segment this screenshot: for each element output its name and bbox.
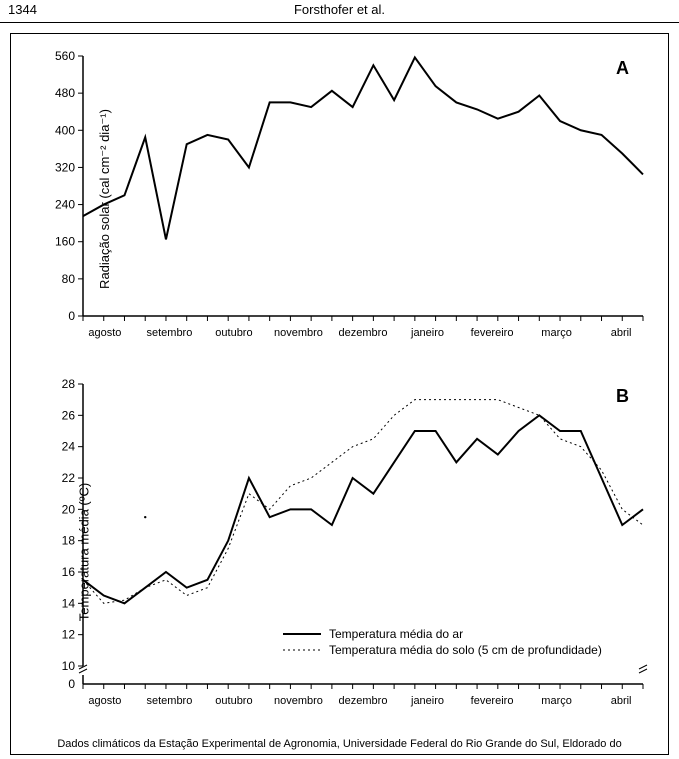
chart-a-ylabel: Radiação solar (cal cm⁻² dia⁻¹) [97, 109, 113, 289]
figure-caption: Dados climáticos da Estação Experimental… [37, 738, 642, 750]
svg-text:janeiro: janeiro [410, 327, 444, 339]
svg-text:fevereiro: fevereiro [471, 327, 514, 339]
svg-text:10: 10 [62, 659, 76, 673]
svg-text:abril: abril [611, 695, 632, 707]
svg-text:abril: abril [611, 327, 632, 339]
svg-text:240: 240 [55, 198, 75, 212]
svg-text:12: 12 [62, 628, 76, 642]
svg-text:24: 24 [62, 440, 76, 454]
svg-text:fevereiro: fevereiro [471, 695, 514, 707]
svg-text:160: 160 [55, 235, 75, 249]
svg-text:A: A [616, 58, 629, 78]
svg-text:B: B [616, 386, 629, 406]
svg-text:setembro: setembro [146, 695, 192, 707]
svg-text:560: 560 [55, 49, 75, 63]
svg-text:14: 14 [62, 596, 76, 610]
svg-text:0: 0 [68, 309, 75, 323]
svg-text:agosto: agosto [88, 695, 121, 707]
svg-text:80: 80 [62, 272, 76, 286]
svg-text:outubro: outubro [215, 327, 252, 339]
svg-text:320: 320 [55, 160, 75, 174]
svg-text:novembro: novembro [274, 695, 323, 707]
running-head: Forsthofer et al. [294, 2, 385, 17]
chart-a-svg: 0 80 160 240 320 400 480 560 agosto setembro outub… [21, 44, 661, 354]
svg-text:outubro: outubro [215, 695, 252, 707]
svg-text:18: 18 [62, 534, 76, 548]
chart-a-wrap: Radiação solar (cal cm⁻² dia⁻¹) 0 80 160 24… [21, 44, 658, 354]
svg-text:agosto: agosto [88, 327, 121, 339]
svg-text:480: 480 [55, 86, 75, 100]
svg-text:28: 28 [62, 377, 76, 391]
svg-text:dezembro: dezembro [339, 695, 388, 707]
svg-text:janeiro: janeiro [410, 695, 444, 707]
svg-text:setembro: setembro [146, 327, 192, 339]
svg-text:Temperatura média do ar: Temperatura média do ar [329, 627, 463, 641]
chart-b-wrap: Temperatura média (ºC) 10 12 14 16 18 20 22 24 2… [21, 372, 658, 732]
svg-text:22: 22 [62, 471, 76, 485]
svg-text:26: 26 [62, 408, 76, 422]
svg-text:20: 20 [62, 502, 76, 516]
chart-b-svg: 10 12 14 16 18 20 22 24 26 28 0 agosto setembro outub… [21, 372, 661, 732]
svg-text:dezembro: dezembro [339, 327, 388, 339]
svg-text:400: 400 [55, 123, 75, 137]
svg-text:março: março [541, 327, 572, 339]
svg-text:16: 16 [62, 565, 76, 579]
svg-text:novembro: novembro [274, 327, 323, 339]
svg-text:0: 0 [68, 677, 75, 691]
chart-b-ylabel: Temperatura média (ºC) [77, 483, 92, 621]
page-number: 1344 [8, 2, 37, 17]
svg-text:março: março [541, 695, 572, 707]
figure-box: Radiação solar (cal cm⁻² dia⁻¹) 08016024… [10, 33, 669, 755]
svg-text:Temperatura média do solo (5 c: Temperatura média do solo (5 cm de profu… [329, 643, 602, 657]
